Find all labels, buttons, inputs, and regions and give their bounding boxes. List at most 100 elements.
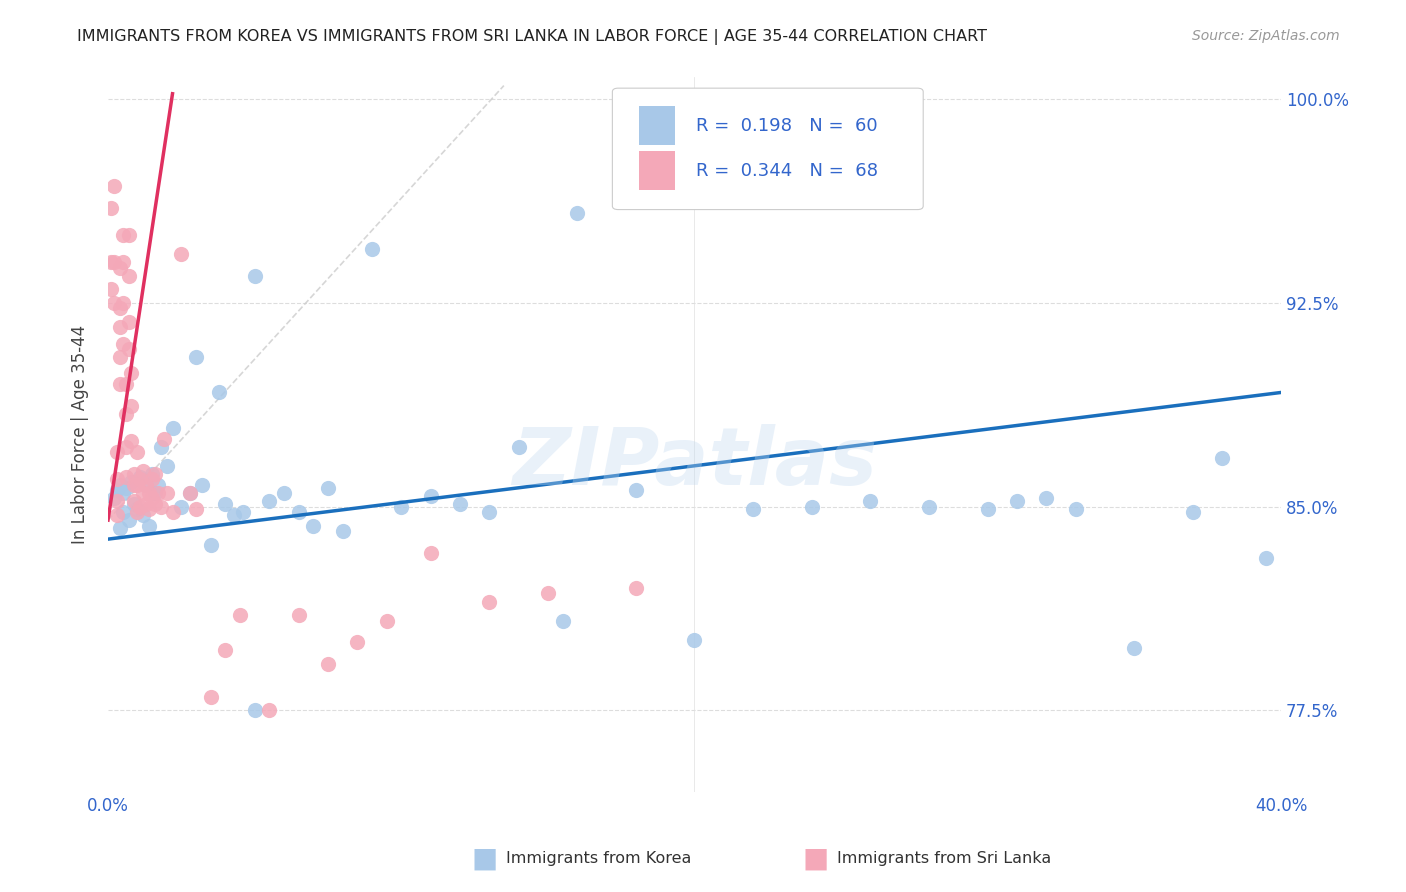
Point xyxy=(111,255,134,269)
Point xyxy=(232,505,254,519)
Point xyxy=(117,513,139,527)
Point xyxy=(191,478,214,492)
Point xyxy=(114,440,136,454)
Point xyxy=(124,494,146,508)
Point xyxy=(105,508,128,522)
Point xyxy=(170,247,193,261)
Point xyxy=(108,478,131,492)
Point xyxy=(375,614,398,628)
Point xyxy=(977,502,1000,516)
Point xyxy=(132,464,155,478)
Point xyxy=(120,434,142,449)
Point xyxy=(567,206,589,220)
Point xyxy=(551,614,574,628)
Point xyxy=(127,478,149,492)
Point xyxy=(132,486,155,500)
Point xyxy=(108,301,131,316)
Point xyxy=(1064,502,1087,516)
Point xyxy=(143,497,166,511)
Point xyxy=(108,377,131,392)
Point xyxy=(214,643,236,657)
Point xyxy=(1181,505,1204,519)
Point xyxy=(114,407,136,421)
Point xyxy=(162,505,184,519)
Text: IMMIGRANTS FROM KOREA VS IMMIGRANTS FROM SRI LANKA IN LABOR FORCE | AGE 35-44 CO: IMMIGRANTS FROM KOREA VS IMMIGRANTS FROM… xyxy=(77,29,987,45)
Point xyxy=(214,497,236,511)
Point xyxy=(683,632,706,647)
Point xyxy=(287,608,309,623)
Point xyxy=(259,494,281,508)
Point xyxy=(146,486,169,500)
Point xyxy=(389,500,412,514)
Point xyxy=(156,458,179,473)
Point xyxy=(135,478,157,492)
Point xyxy=(108,521,131,535)
Point xyxy=(229,608,252,623)
Point xyxy=(135,478,157,492)
Point xyxy=(419,546,441,560)
Point xyxy=(105,472,128,486)
Point xyxy=(346,635,368,649)
Point xyxy=(478,505,501,519)
Point xyxy=(124,497,146,511)
Point xyxy=(129,472,152,486)
Point xyxy=(361,242,384,256)
Point xyxy=(103,491,125,506)
Point xyxy=(124,478,146,492)
Text: Source: ZipAtlas.com: Source: ZipAtlas.com xyxy=(1192,29,1340,43)
FancyBboxPatch shape xyxy=(640,151,675,190)
Point xyxy=(105,483,128,498)
Point xyxy=(108,320,131,334)
Point xyxy=(127,502,149,516)
Point xyxy=(170,500,193,514)
Point xyxy=(103,255,125,269)
Point xyxy=(111,486,134,500)
Point xyxy=(105,494,128,508)
Point xyxy=(742,502,765,516)
Point xyxy=(138,502,160,516)
Point xyxy=(243,268,266,283)
Point xyxy=(127,505,149,519)
Point xyxy=(859,494,882,508)
Point xyxy=(1211,450,1233,465)
Point xyxy=(141,467,163,481)
Point xyxy=(132,508,155,522)
Point xyxy=(208,385,231,400)
Point xyxy=(332,524,354,538)
Point xyxy=(316,657,339,671)
Point xyxy=(918,500,941,514)
Point xyxy=(120,367,142,381)
Point xyxy=(179,486,201,500)
Point xyxy=(179,486,201,500)
Point xyxy=(537,586,560,600)
Text: Immigrants from Korea: Immigrants from Korea xyxy=(506,851,692,865)
Text: ■: ■ xyxy=(803,844,828,872)
Point xyxy=(316,481,339,495)
Point xyxy=(200,537,222,551)
Point xyxy=(156,486,179,500)
Point xyxy=(508,440,530,454)
Point xyxy=(302,518,325,533)
Point xyxy=(100,255,122,269)
Point xyxy=(138,518,160,533)
Point xyxy=(129,500,152,514)
Text: R =  0.198   N =  60: R = 0.198 N = 60 xyxy=(696,117,877,135)
Point xyxy=(138,486,160,500)
Point xyxy=(259,703,281,717)
Point xyxy=(184,350,207,364)
Point xyxy=(108,260,131,275)
Point xyxy=(111,336,134,351)
Point xyxy=(141,472,163,486)
Text: ■: ■ xyxy=(472,844,498,872)
Point xyxy=(149,500,172,514)
Point xyxy=(114,481,136,495)
Point xyxy=(100,201,122,215)
Point xyxy=(124,467,146,481)
Text: Immigrants from Sri Lanka: Immigrants from Sri Lanka xyxy=(837,851,1050,865)
Point xyxy=(800,500,823,514)
Point xyxy=(105,445,128,459)
Point xyxy=(114,469,136,483)
Point xyxy=(141,491,163,506)
FancyBboxPatch shape xyxy=(613,88,924,210)
Point xyxy=(200,690,222,704)
